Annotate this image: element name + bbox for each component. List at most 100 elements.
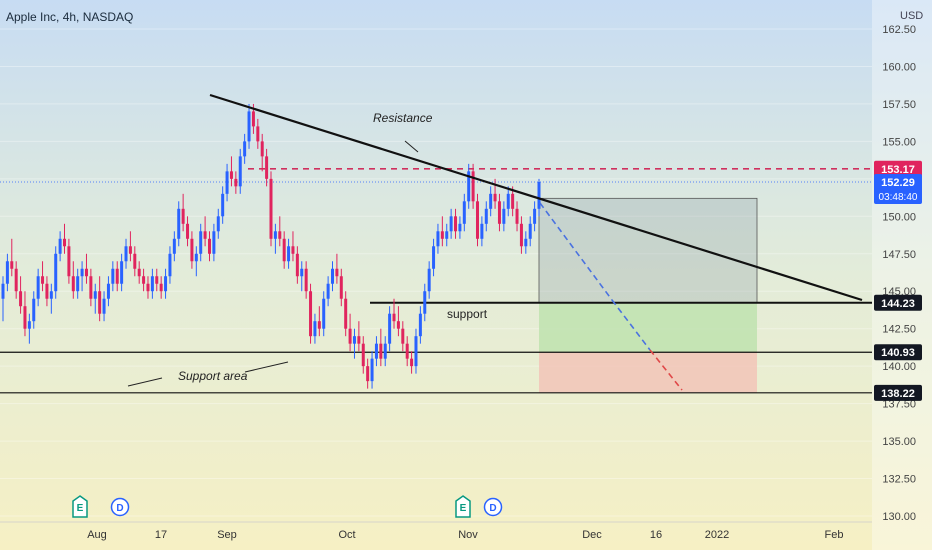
candle-body <box>181 208 185 224</box>
candle-body <box>124 246 128 262</box>
candle-body <box>519 223 523 247</box>
candle-body <box>172 238 176 254</box>
target-box-green <box>539 302 757 353</box>
candle-body <box>32 298 36 322</box>
candle-body <box>203 231 207 239</box>
candle-body <box>497 201 501 224</box>
projection-leg-2 <box>611 299 651 351</box>
price-tag <box>874 160 922 177</box>
time-tick-label: 16 <box>650 529 662 541</box>
candle-body <box>291 246 295 254</box>
candle-body <box>243 141 247 157</box>
price-axis-background <box>872 0 932 550</box>
candle-body <box>405 343 409 359</box>
time-tick-label: Feb <box>825 529 844 541</box>
candle-body <box>423 291 427 314</box>
event-marker-label: E <box>77 503 84 514</box>
candle-body <box>313 321 317 337</box>
candle-body <box>502 208 506 224</box>
candle-body <box>533 208 537 224</box>
candle-body <box>383 343 387 359</box>
time-tick-label: Aug <box>87 529 107 541</box>
price-tick-label: 137.50 <box>882 399 916 411</box>
candle-body <box>27 321 31 329</box>
candle-body <box>207 238 211 254</box>
candle-body <box>471 171 475 202</box>
candle-body <box>339 276 343 299</box>
candle-body <box>216 216 220 232</box>
price-tick-label: 150.00 <box>882 211 916 223</box>
candle-body <box>361 343 365 367</box>
projection-leg-1 <box>539 202 613 301</box>
target-box-red <box>539 352 757 393</box>
earnings-icon <box>455 495 471 518</box>
price-tag <box>874 344 922 361</box>
projection-leg-3 <box>649 349 683 391</box>
price-tag-label: 152.29 <box>881 177 915 189</box>
candle-body <box>396 321 400 329</box>
annotations: Resistance support Support area <box>178 111 488 383</box>
candle-body <box>436 231 440 247</box>
candle-body <box>120 261 124 284</box>
candle-body <box>54 253 58 292</box>
support-area-arrow-left <box>127 377 163 387</box>
candle-body <box>58 238 62 254</box>
candle-body <box>234 178 238 187</box>
candle-body <box>462 201 466 224</box>
candle-body <box>194 253 198 262</box>
resistance-annotation: Resistance <box>373 111 433 125</box>
price-tick-label: 132.50 <box>882 474 916 486</box>
time-tick-label: Nov <box>458 529 478 541</box>
candle-body <box>142 276 146 284</box>
candle-body <box>221 193 225 217</box>
symbol-title[interactable]: Apple Inc, 4h, NASDAQ <box>6 10 134 24</box>
candle-body <box>489 193 493 209</box>
time-axis[interactable]: Aug 17 Sep Oct Nov Dec 16 2022 Feb <box>0 521 872 541</box>
candle-body <box>265 156 269 179</box>
candle-body <box>111 268 115 284</box>
candle-body <box>515 208 519 224</box>
candle-body <box>493 193 497 202</box>
candle-body <box>401 328 405 344</box>
price-tag-label: 140.93 <box>881 347 915 359</box>
candle-body <box>511 193 515 209</box>
candle-body <box>177 208 181 239</box>
candle-body <box>537 181 541 209</box>
candle-body <box>449 216 453 232</box>
price-tag-countdown: 03:48:40 <box>879 192 918 203</box>
price-axis[interactable]: 162.50160.00157.50155.00152.50150.00147.… <box>872 0 932 550</box>
candle-body <box>102 298 106 314</box>
candle-body <box>199 231 203 254</box>
candle-body <box>304 268 308 292</box>
candle-body <box>480 223 484 239</box>
candle-body <box>150 276 154 292</box>
candle-body <box>484 208 488 224</box>
candle-body <box>98 291 102 314</box>
candle-body <box>14 268 18 292</box>
candle-body <box>374 343 378 359</box>
resistance-trendline <box>209 93 863 302</box>
price-tick-label: 140.00 <box>882 361 916 373</box>
candle-body <box>335 268 339 277</box>
candle-body <box>388 313 392 344</box>
candle-body <box>5 261 9 284</box>
candle-body <box>295 253 299 277</box>
price-tick-label: 135.00 <box>882 436 916 448</box>
candle-body <box>36 276 40 299</box>
candle-body <box>418 313 422 337</box>
candle-body <box>89 276 93 299</box>
support-annotation: support <box>447 307 488 321</box>
price-tag <box>874 384 922 401</box>
candle-body <box>300 268 304 277</box>
candle-body <box>1 283 5 299</box>
event-marker-label: D <box>489 503 496 514</box>
candle-body <box>467 171 471 202</box>
candle-body <box>445 231 449 239</box>
candle-body <box>348 328 352 344</box>
candle-body <box>357 336 361 344</box>
candle-body <box>454 216 458 232</box>
